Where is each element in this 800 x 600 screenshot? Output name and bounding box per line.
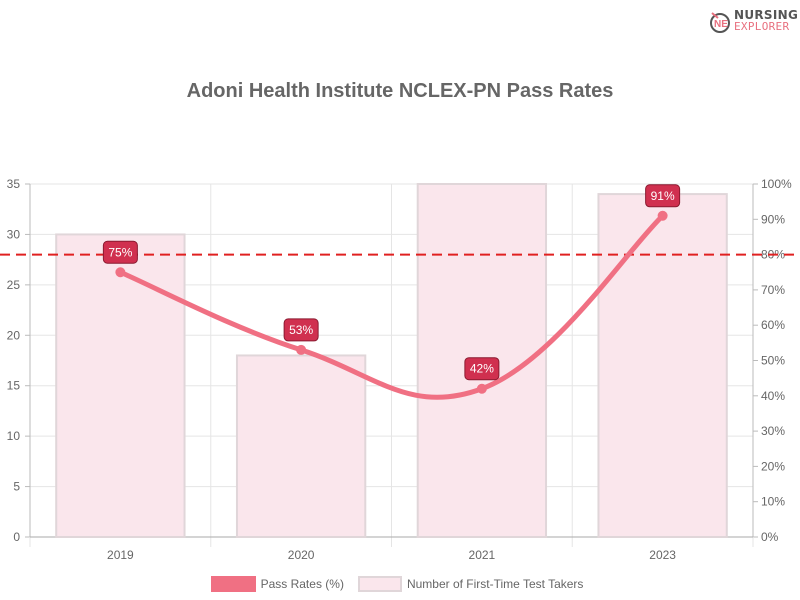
pass-rate-line [117,213,666,400]
x-axis-tick-label: 2019 [107,548,134,562]
data-label-badge [283,318,319,342]
chart-legend: Pass Rates (%) Number of First-Time Test… [0,576,800,592]
right-axis-tick-label: 60% [761,318,785,332]
svg-text:NE: NE [714,19,728,30]
right-axis-tick-label: 10% [761,495,785,509]
x-axis-tick-label: 2023 [649,548,676,562]
right-axis-tick-label: 50% [761,354,785,368]
pass-rate-point [476,383,487,394]
bar-test-takers [597,193,728,538]
data-label-text: 91% [651,189,675,203]
legend-item-pass-rates[interactable]: Pass Rates (%) [210,576,344,592]
left-axis-tick-label: 5 [13,480,20,494]
nursing-explorer-logo: NE NURSING EXPLORER [710,8,799,34]
logo-mark-icon: NE [710,12,730,33]
left-axis-tick-label: 25 [7,278,21,292]
pass-rate-point [296,344,307,355]
legend-label-test-takers: Number of First-Time Test Takers [406,577,584,591]
pass-rate-point [115,267,126,278]
x-axis-tick-label: 2021 [469,548,496,562]
right-axis-tick-label: 100% [761,177,792,191]
right-axis-tick-label: 20% [761,459,785,473]
right-axis-tick-label: 90% [761,212,785,226]
left-axis-tick-label: 10 [7,429,21,443]
left-axis-tick-label: 0 [13,530,20,544]
x-axis-tick-label: 2020 [288,548,315,562]
logo-text-nursing: NURSING [734,8,799,22]
legend-swatch-test-takers [357,576,402,592]
left-axis-tick-label: 15 [7,379,21,393]
right-axis-tick-label: 0% [761,530,779,544]
bar-test-takers [235,354,367,539]
left-axis-tick-label: 20 [7,328,21,342]
logo-text-explorer: EXPLORER [734,20,790,33]
left-axis-tick-label: 35 [7,177,21,191]
right-axis-tick-label: 40% [761,389,785,403]
data-label-text: 75% [108,245,132,259]
chart-title: Adoni Health Institute NCLEX-PN Pass Rat… [186,80,614,102]
data-label-badge [102,240,138,264]
pass-rate-point [657,210,668,221]
data-label-text: 53% [289,323,313,337]
right-axis-tick-label: 30% [761,424,785,438]
left-axis-tick-label: 30 [7,227,21,241]
bar-test-takers [55,233,186,539]
data-label-badge [464,357,500,381]
legend-label-pass-rates: Pass Rates (%) [260,577,344,591]
data-label-text: 42% [470,362,494,376]
legend-swatch-pass-rates [210,576,256,592]
legend-item-test-takers[interactable]: Number of First-Time Test Takers [357,576,584,592]
data-label-badge [645,184,681,208]
right-axis-tick-label: 70% [761,283,785,297]
